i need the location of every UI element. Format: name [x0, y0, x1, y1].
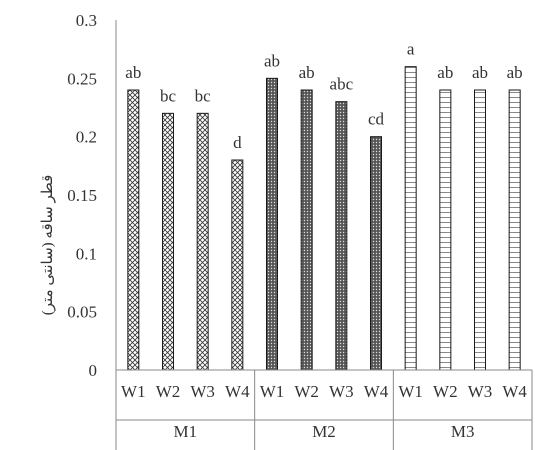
x-tick-label: W1 — [398, 382, 423, 401]
x-tick-label: W4 — [502, 382, 527, 401]
group-label: M3 — [451, 422, 475, 441]
x-tick-label: W3 — [468, 382, 493, 401]
bar-m2-w3 — [335, 101, 348, 371]
data-label: ab — [264, 51, 280, 70]
bars — [127, 66, 521, 371]
data-label: ab — [299, 63, 315, 82]
y-axis-label: قطر ساقه (سانتی متر) — [40, 175, 56, 316]
y-tick-label: 0.3 — [76, 11, 97, 30]
data-label: ab — [125, 63, 141, 82]
bar-m3-w2 — [439, 89, 452, 371]
data-label: bc — [160, 86, 177, 105]
data-label: cd — [368, 110, 385, 129]
data-label: ab — [507, 63, 523, 82]
data-label: a — [407, 40, 415, 59]
data-label: ab — [472, 63, 488, 82]
y-tick-label: 0.1 — [76, 244, 97, 263]
data-label: abc — [330, 75, 354, 94]
bar-m3-w3 — [474, 89, 486, 371]
bar-m1-w4 — [231, 159, 244, 371]
y-tick-label: 0.2 — [76, 128, 97, 147]
x-tick-label: W2 — [156, 382, 181, 401]
bar-m3-w1 — [404, 66, 417, 371]
data-label: ab — [437, 63, 453, 82]
x-axis: W1 W2 W3 W4 M1 W1 W2 W3 W4 M2 W1 W2 W3 W4 M3 — [116, 369, 533, 450]
bar-m2-w2 — [300, 89, 313, 371]
group-label: M2 — [312, 422, 336, 441]
bar-m2-w4 — [370, 136, 382, 371]
x-tick-label: W1 — [121, 382, 146, 401]
y-axis: 0 0.05 0.1 0.15 0.2 0.25 0.3 — [67, 11, 117, 450]
group-label: M1 — [174, 422, 198, 441]
x-tick-label: W2 — [294, 382, 319, 401]
y-tick-label: 0.25 — [67, 69, 97, 88]
bar-m1-w3 — [196, 112, 209, 371]
y-tick-label: 0.15 — [67, 186, 97, 205]
data-label: bc — [195, 86, 212, 105]
x-tick-label: W3 — [329, 382, 354, 401]
x-tick-label: W2 — [433, 382, 458, 401]
data-label: d — [233, 133, 242, 152]
bar-m1-w1 — [127, 89, 140, 371]
y-tick-label: 0.05 — [67, 303, 97, 322]
y-tick-label: 0 — [89, 361, 98, 380]
bar-m3-w4 — [508, 89, 521, 371]
x-tick-label: W3 — [190, 382, 215, 401]
x-tick-label: W1 — [260, 382, 285, 401]
x-tick-label: W4 — [225, 382, 250, 401]
bar-m1-w2 — [162, 112, 174, 371]
x-tick-label: W4 — [364, 382, 389, 401]
bar-m2-w1 — [266, 77, 278, 371]
